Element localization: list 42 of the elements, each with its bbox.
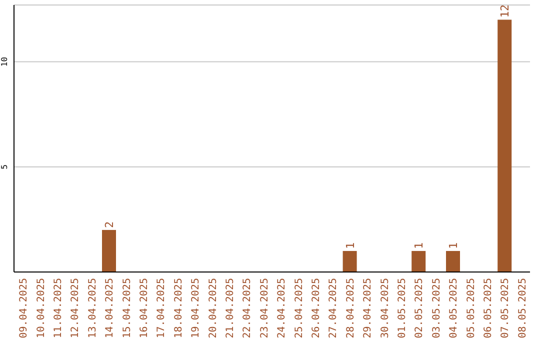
data-label: 1 [447,242,460,249]
data-label: 2 [103,221,116,228]
x-tick-label: 11.04.2025 [53,278,64,338]
x-tick-label: 03.05.2025 [431,278,442,338]
x-tick-label: 26.04.2025 [311,278,322,338]
bar [342,250,357,272]
x-tick-label: 06.05.2025 [483,278,494,338]
x-tick-label: 12.04.2025 [70,278,82,338]
x-tick-label: 15.04.2025 [122,278,133,338]
x-tick-label: 02.05.2025 [414,278,426,338]
bar [102,230,116,272]
x-tick-label: 07.05.2025 [500,278,512,338]
data-label: 12 [498,4,512,18]
x-tick-label: 17.04.2025 [156,278,168,338]
x-tick-label: 14.04.2025 [104,278,116,338]
x-tick-label: 21.04.2025 [225,278,236,338]
x-tick-label: 30.04.2025 [380,278,391,338]
x-tick-label: 16.04.2025 [139,278,150,338]
bar [412,250,426,272]
x-tick-label: 04.05.2025 [448,278,460,338]
data-label: 1 [344,242,357,249]
bar [446,250,460,272]
bar [498,20,512,272]
x-tick-label: 05.05.2025 [466,278,477,338]
x-tick-label: 19.04.2025 [190,278,202,338]
x-tick-label: 18.04.2025 [173,278,184,338]
x-tick-label: 20.04.2025 [208,278,219,338]
x-tick-label: 23.04.2025 [259,278,270,338]
x-tick-label: 25.04.2025 [294,278,305,338]
x-tick-label: 27.04.2025 [328,278,340,338]
x-tick-label: 22.04.2025 [242,278,254,338]
x-tick-label: 24.04.2025 [276,278,288,338]
x-tick-label: 08.05.2025 [517,278,528,338]
y-tick-label: 5 [0,164,9,170]
x-tick-label: 29.04.2025 [362,278,374,338]
x-tick-label: 13.04.2025 [87,278,98,338]
x-tick-label: 09.04.2025 [18,278,30,338]
x-tick-label: 28.04.2025 [345,278,356,338]
x-tick-label: 10.04.2025 [36,278,47,338]
x-tick-label: 01.05.2025 [397,278,408,338]
y-tick-label: 10 [0,56,9,67]
data-label: 1 [412,242,426,249]
